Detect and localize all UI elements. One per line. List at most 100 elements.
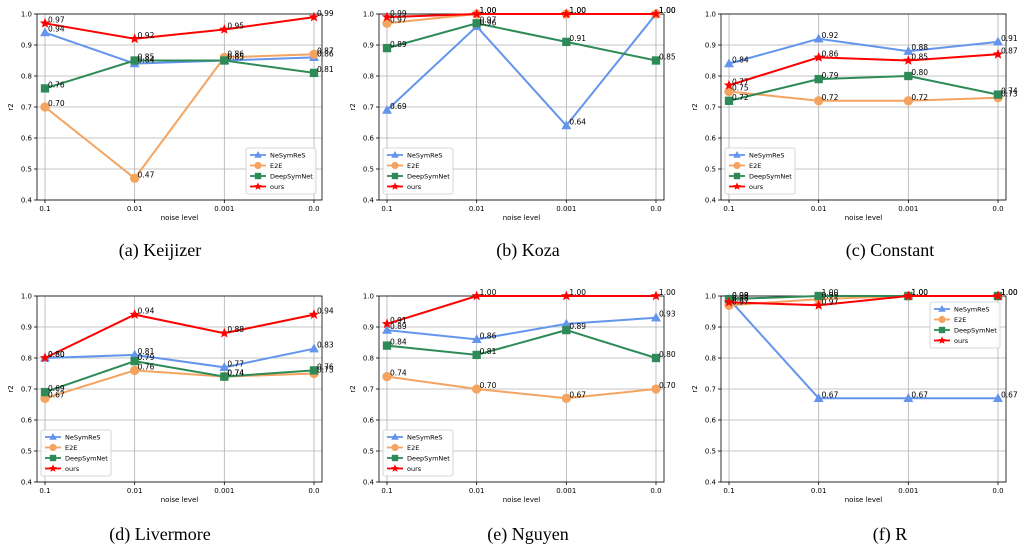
series-nesymres <box>382 8 661 130</box>
data-point <box>814 74 823 84</box>
legend-box <box>929 301 1001 349</box>
data-point <box>382 324 392 334</box>
data-point <box>993 36 1003 46</box>
data-label: 0.99 <box>390 9 407 18</box>
series-line <box>386 329 657 359</box>
data-label: 0.67 <box>569 390 586 399</box>
x-tick-label: 0.001 <box>556 205 576 213</box>
legend-label: ours <box>270 183 285 191</box>
data-label: 0.97 <box>822 297 839 306</box>
data-label: 0.80 <box>48 350 65 359</box>
data-label: 0.80 <box>659 350 676 359</box>
y-tick-label: 0.6 <box>21 417 33 425</box>
data-label: 0.67 <box>822 390 839 399</box>
series-ours <box>39 309 320 363</box>
data-point <box>723 79 735 90</box>
series-line <box>728 74 999 102</box>
series-deepsymnet <box>724 71 1003 105</box>
data-point <box>129 33 140 44</box>
legend-box <box>724 147 796 195</box>
x-tick-label: 0.01 <box>811 487 827 495</box>
series-deepsymnet <box>40 56 319 93</box>
data-point <box>308 11 320 22</box>
data-point <box>724 58 734 68</box>
data-point <box>724 86 734 97</box>
legend-label: NeSymReS <box>407 152 443 160</box>
legend-label: E2E <box>407 162 419 170</box>
data-point <box>130 56 139 65</box>
legend-marker <box>938 315 946 324</box>
data-point <box>309 49 319 59</box>
data-label: 0.85 <box>138 53 155 62</box>
chart-panel-r: 0.4 0.5 0.6 0.7 0.8 0.9 1.0 0.1 0.01 0.001 0.0 nois… <box>691 288 1018 504</box>
data-label: 0.72 <box>732 93 749 102</box>
y-tick-label: 0.7 <box>21 386 32 394</box>
data-label: 1.00 <box>1001 288 1018 297</box>
data-label: 0.70 <box>659 381 676 390</box>
data-point <box>39 352 51 363</box>
data-point <box>814 291 823 301</box>
data-point <box>40 387 50 397</box>
caption-keijizer: (a) Keijizer <box>118 240 202 260</box>
legend-marker <box>49 464 57 472</box>
data-label: 0.80 <box>911 68 928 77</box>
legend-marker <box>391 454 399 462</box>
chart-panel-koza: 0.4 0.5 0.6 0.7 0.8 0.9 1.0 0.1 0.01 0.001 0.0 nois… <box>349 6 676 222</box>
caption-r: (f) R <box>872 524 908 544</box>
data-point <box>471 384 482 394</box>
data-label: 1.00 <box>911 288 928 297</box>
data-point <box>471 8 482 19</box>
x-tick-label: 0.0 <box>308 487 319 495</box>
series-line <box>44 313 315 359</box>
data-label: 0.87 <box>317 46 334 55</box>
data-point <box>308 309 320 319</box>
data-point <box>562 325 571 335</box>
data-label: 0.84 <box>732 56 749 65</box>
x-tick-label: 0.0 <box>992 205 1003 213</box>
y-tick-label: 0.9 <box>21 324 32 332</box>
series-line <box>386 295 656 325</box>
data-point <box>903 46 914 55</box>
x-tick-label: 0.001 <box>214 205 234 213</box>
legend-marker <box>391 433 399 440</box>
data-label: 0.97 <box>48 15 65 24</box>
x-tick-label: 0.001 <box>556 487 576 495</box>
data-label: 0.95 <box>227 22 244 31</box>
caption-nguyen: (e) Nguyen <box>487 524 569 544</box>
data-point <box>382 43 392 53</box>
data-label: 1.00 <box>480 6 497 15</box>
data-point <box>651 56 661 65</box>
data-label: 0.74 <box>227 369 244 378</box>
x-axis-label: noise level <box>161 214 199 222</box>
data-label: 0.84 <box>138 56 155 65</box>
x-tick-label: 0.1 <box>723 487 734 495</box>
data-point <box>903 393 914 402</box>
data-point <box>220 372 229 381</box>
y-tick-label: 0.5 <box>705 448 716 456</box>
x-tick-label: 0.01 <box>469 487 485 495</box>
data-label: 0.74 <box>1001 87 1018 96</box>
data-label: 0.70 <box>480 381 497 390</box>
y-tick-label: 0.6 <box>21 135 33 143</box>
data-point <box>904 71 913 81</box>
series-line <box>386 13 657 128</box>
legend: NeSymReS E2E DeepSymNet ours <box>245 147 317 195</box>
x-tick-label: 0.1 <box>381 487 392 495</box>
series-line <box>44 360 315 394</box>
x-tick-label: 0.0 <box>650 205 661 213</box>
series-line <box>44 31 315 65</box>
series-ours <box>723 290 1004 310</box>
y-tick-label: 0.7 <box>705 104 716 112</box>
series-e2e <box>382 9 661 28</box>
data-point <box>39 17 51 28</box>
data-label: 1.00 <box>822 288 839 297</box>
x-tick-label: 0.01 <box>127 205 143 213</box>
data-point <box>219 24 230 34</box>
caption-constant: (c) Constant <box>845 240 935 260</box>
y-tick-label: 0.4 <box>21 479 33 487</box>
data-label: 0.85 <box>659 53 676 62</box>
y-tick-label: 0.6 <box>363 417 375 425</box>
series-line <box>386 22 657 62</box>
series-line <box>386 375 657 400</box>
data-label: 0.72 <box>822 93 839 102</box>
